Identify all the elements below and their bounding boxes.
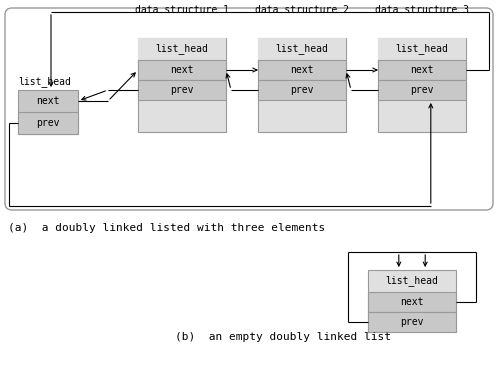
Bar — [258, 38, 346, 132]
Bar — [18, 112, 78, 134]
Text: (a)  a doubly linked listed with three elements: (a) a doubly linked listed with three el… — [8, 223, 325, 233]
Text: prev: prev — [36, 118, 60, 128]
Bar — [258, 80, 346, 100]
Text: prev: prev — [400, 317, 424, 327]
Text: list_head: list_head — [396, 43, 448, 54]
Text: prev: prev — [410, 85, 434, 95]
Text: list_head: list_head — [276, 43, 329, 54]
Bar — [368, 312, 456, 332]
Bar — [138, 60, 226, 80]
Bar — [378, 38, 466, 60]
Bar — [138, 80, 226, 100]
FancyBboxPatch shape — [5, 8, 493, 210]
Text: data structure 2: data structure 2 — [255, 5, 349, 15]
Text: list_head: list_head — [386, 275, 438, 287]
Bar — [368, 270, 456, 332]
Text: data structure 1: data structure 1 — [135, 5, 229, 15]
Bar — [378, 80, 466, 100]
Text: (b)  an empty doubly linked list: (b) an empty doubly linked list — [175, 332, 391, 342]
Text: next: next — [400, 297, 424, 307]
Bar — [258, 38, 346, 60]
Bar — [18, 90, 78, 134]
Bar — [138, 38, 226, 60]
Bar — [378, 60, 466, 80]
Text: next: next — [170, 65, 194, 75]
Text: list_head: list_head — [18, 77, 71, 88]
Text: next: next — [290, 65, 314, 75]
Text: prev: prev — [290, 85, 314, 95]
Bar — [258, 60, 346, 80]
Text: prev: prev — [170, 85, 194, 95]
Bar — [378, 38, 466, 132]
Text: data structure 3: data structure 3 — [375, 5, 469, 15]
Bar — [368, 292, 456, 312]
Text: next: next — [36, 96, 60, 106]
Bar — [138, 38, 226, 132]
Text: list_head: list_head — [156, 43, 208, 54]
Text: next: next — [410, 65, 434, 75]
